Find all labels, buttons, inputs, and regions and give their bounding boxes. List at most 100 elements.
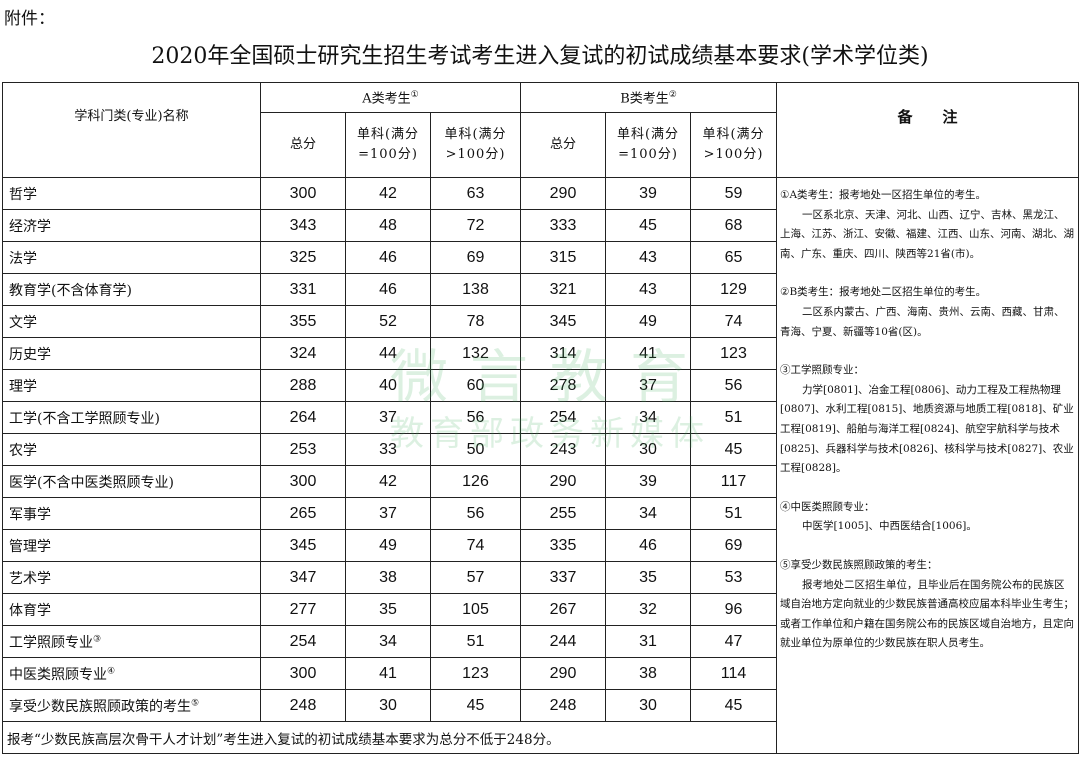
score-b-1: 30 bbox=[605, 689, 691, 722]
score-a-1: 49 bbox=[345, 529, 431, 562]
header-total-a: 总分 bbox=[260, 112, 346, 178]
score-a-2: 63 bbox=[430, 177, 521, 210]
score-a-0: 264 bbox=[260, 401, 346, 434]
score-b-0: 290 bbox=[520, 177, 606, 210]
attachment-label: 附件： bbox=[4, 9, 55, 29]
score-a-0: 248 bbox=[260, 689, 346, 722]
score-a-2: 126 bbox=[430, 465, 521, 498]
row-category: 军事学 bbox=[2, 497, 261, 530]
note-item: ④中医类照顾专业： 中医学[1005]、中西医结合[1006]。 bbox=[780, 498, 1074, 537]
score-a-0: 300 bbox=[260, 465, 346, 498]
score-b-1: 32 bbox=[605, 593, 691, 626]
row-category: 享受少数民族照顾政策的考生⑤ bbox=[2, 689, 261, 722]
score-b-2: 114 bbox=[689, 657, 778, 690]
score-b-0: 314 bbox=[520, 337, 606, 370]
notes-cell: ①A类考生：报考地处一区招生单位的考生。一区系北京、天津、河北、山西、辽宁、吉林… bbox=[776, 177, 1080, 754]
score-b-1: 35 bbox=[605, 561, 691, 594]
score-a-2: 60 bbox=[430, 369, 521, 402]
score-b-2: 69 bbox=[689, 529, 778, 562]
header-single-100-a: 单科(满分=100分) bbox=[345, 112, 431, 178]
table-row: 体育学 277 35 105 267 32 96 bbox=[2, 593, 1079, 626]
note-item: ⑤享受少数民族照顾政策的考生： 报考地处二区招生单位，且毕业后在国务院公布的民族区… bbox=[780, 556, 1074, 654]
score-a-1: 46 bbox=[345, 273, 431, 306]
score-a-1: 37 bbox=[345, 497, 431, 530]
table-row: 农学 253 33 50 243 30 45 bbox=[2, 433, 1079, 466]
note-heading: ②B类考生：报考地处二区招生单位的考生。 bbox=[780, 286, 987, 299]
header-category: 学科门类(专业)名称 bbox=[2, 82, 261, 178]
score-b-0: 254 bbox=[520, 401, 606, 434]
score-a-0: 300 bbox=[260, 177, 346, 210]
table-row: 哲学 300 42 63 290 39 59 ①A类考生：报考地处一区招生单位的考生。 一区系北… bbox=[2, 177, 1080, 754]
row-category: 体育学 bbox=[2, 593, 261, 626]
note-heading: ⑤享受少数民族照顾政策的考生： bbox=[780, 558, 938, 571]
score-a-1: 42 bbox=[345, 465, 431, 498]
score-b-2: 123 bbox=[689, 337, 778, 370]
table-row: 医学(不含中医类照顾专业) 300 42 126 290 39 117 bbox=[2, 465, 1079, 498]
row-category: 经济学 bbox=[2, 209, 261, 242]
note-body: 一区系北京、天津、河北、山西、辽宁、吉林、黑龙江、上海、江苏、浙江、安徽、福建、… bbox=[780, 208, 1075, 260]
table-row: 艺术学 347 38 57 337 35 53 bbox=[2, 561, 1079, 594]
row-category: 中医类照顾专业④ bbox=[2, 657, 261, 690]
row-category: 农学 bbox=[2, 433, 261, 466]
score-a-2: 45 bbox=[430, 689, 521, 722]
score-a-0: 288 bbox=[260, 369, 346, 402]
score-b-2: 59 bbox=[689, 177, 778, 210]
row-category: 理学 bbox=[2, 369, 261, 402]
row-category: 哲学 bbox=[2, 177, 261, 210]
score-a-2: 132 bbox=[430, 337, 521, 370]
score-a-2: 57 bbox=[430, 561, 521, 594]
header-notes: 备 注 bbox=[776, 82, 1080, 178]
score-b-2: 74 bbox=[689, 305, 778, 338]
score-b-0: 321 bbox=[520, 273, 606, 306]
note-body: 中医学[1005]、中西医结合[1006]。 bbox=[802, 520, 977, 533]
score-a-1: 48 bbox=[345, 209, 431, 242]
score-a-0: 324 bbox=[260, 337, 346, 370]
score-a-1: 46 bbox=[345, 241, 431, 274]
row-category: 医学(不含中医类照顾专业) bbox=[2, 465, 261, 498]
score-b-0: 255 bbox=[520, 497, 606, 530]
table-row: 理学 288 40 60 278 37 56 bbox=[2, 369, 1079, 402]
table-row: 工学(不含工学照顾专业) 264 37 56 254 34 51 bbox=[2, 401, 1079, 434]
score-b-0: 290 bbox=[520, 657, 606, 690]
score-b-2: 96 bbox=[689, 593, 778, 626]
score-a-2: 69 bbox=[430, 241, 521, 274]
score-b-1: 34 bbox=[605, 401, 691, 434]
score-b-1: 37 bbox=[605, 369, 691, 402]
header-total-b: 总分 bbox=[520, 112, 606, 178]
table-row: 工学照顾专业③ 254 34 51 244 31 47 bbox=[2, 625, 1079, 658]
score-a-0: 325 bbox=[260, 241, 346, 274]
score-b-1: 45 bbox=[605, 209, 691, 242]
table-row: 享受少数民族照顾政策的考生⑤ 248 30 45 248 30 45 bbox=[2, 689, 1079, 722]
score-b-0: 248 bbox=[520, 689, 606, 722]
note-heading: ④中医类照顾专业： bbox=[780, 500, 875, 513]
note-item: ②B类考生：报考地处二区招生单位的考生。 二区系内蒙古、广西、海南、贵州、云南、西… bbox=[780, 283, 1074, 342]
score-b-0: 278 bbox=[520, 369, 606, 402]
score-a-2: 56 bbox=[430, 401, 521, 434]
table-row: 军事学 265 37 56 255 34 51 bbox=[2, 497, 1079, 530]
score-b-1: 39 bbox=[605, 177, 691, 210]
score-b-2: 47 bbox=[689, 625, 778, 658]
note-heading: ①A类考生：报考地处一区招生单位的考生。 bbox=[780, 189, 987, 201]
score-a-0: 345 bbox=[260, 529, 346, 562]
table-row: 教育学(不含体育学) 331 46 138 321 43 129 bbox=[2, 273, 1079, 306]
score-a-0: 254 bbox=[260, 625, 346, 658]
score-b-2: 53 bbox=[689, 561, 778, 594]
score-b-0: 335 bbox=[520, 529, 606, 562]
row-category: 历史学 bbox=[2, 337, 261, 370]
score-a-0: 343 bbox=[260, 209, 346, 242]
header-group-b: B类考生② bbox=[519, 82, 778, 113]
row-category: 工学(不含工学照顾专业) bbox=[2, 401, 261, 434]
header-single-over100-b: 单科(满分>100分) bbox=[689, 112, 778, 178]
score-b-1: 43 bbox=[605, 241, 691, 274]
score-b-1: 39 bbox=[605, 465, 691, 498]
score-b-0: 315 bbox=[520, 241, 606, 274]
score-a-2: 78 bbox=[430, 305, 521, 338]
row-category: 管理学 bbox=[2, 529, 261, 562]
score-table: 学科门类(专业)名称 A类考生① B类考生② 备 注 总分 单科(满分=100分)… bbox=[1, 82, 1080, 754]
score-a-1: 37 bbox=[345, 401, 431, 434]
score-b-0: 345 bbox=[520, 305, 606, 338]
score-b-1: 38 bbox=[605, 657, 691, 690]
score-a-2: 56 bbox=[430, 497, 521, 530]
score-b-0: 243 bbox=[520, 433, 606, 466]
score-a-2: 138 bbox=[430, 273, 521, 306]
